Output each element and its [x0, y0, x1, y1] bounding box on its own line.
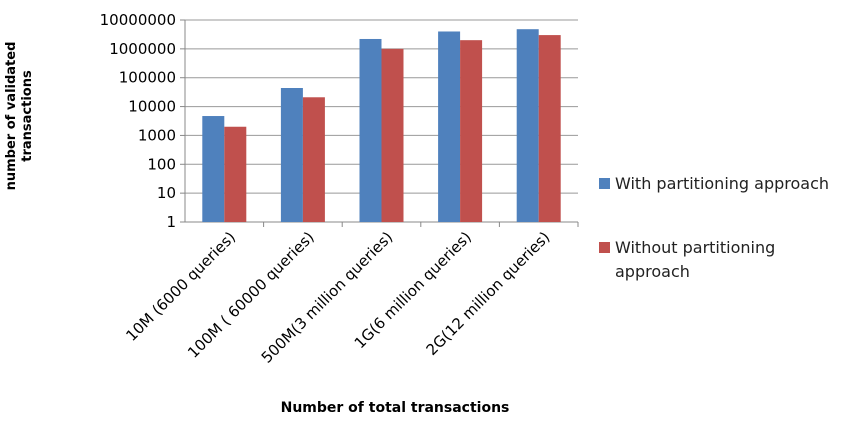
- legend-entry: With partitioning approach: [599, 172, 840, 196]
- legend-swatch: [599, 178, 610, 189]
- bar: [224, 126, 247, 222]
- x-tick-label: 500M(3 million queries): [258, 228, 397, 367]
- bar: [359, 38, 382, 223]
- y-axis-label: number of validated transactions: [4, 41, 35, 191]
- bar: [538, 35, 561, 222]
- bar: [438, 31, 461, 222]
- y-tick-label: 10: [157, 184, 176, 202]
- legend-swatch: [599, 242, 610, 253]
- y-tick-label: 100000: [119, 69, 176, 87]
- bar: [460, 40, 483, 223]
- y-tick-label: 1: [166, 213, 176, 231]
- y-tick-label: 1000: [138, 126, 176, 144]
- y-tick-label: 100: [147, 155, 176, 173]
- bar: [381, 48, 404, 222]
- y-tick-label: 10000: [128, 98, 176, 116]
- y-tick-label: 1000000: [109, 40, 176, 58]
- x-axis-label: Number of total transactions: [280, 400, 510, 416]
- bar: [280, 88, 303, 222]
- x-tick-label: 100M ( 60000 queries): [184, 228, 318, 362]
- bar: [516, 29, 539, 222]
- bar: [302, 97, 325, 222]
- legend-label: With partitioning approach: [615, 174, 830, 193]
- bar: [202, 116, 225, 222]
- legend-label: Without partitioning approach: [615, 238, 776, 281]
- y-tick-label: 10000000: [100, 11, 176, 29]
- legend-entry: Without partitioning approach: [599, 236, 840, 284]
